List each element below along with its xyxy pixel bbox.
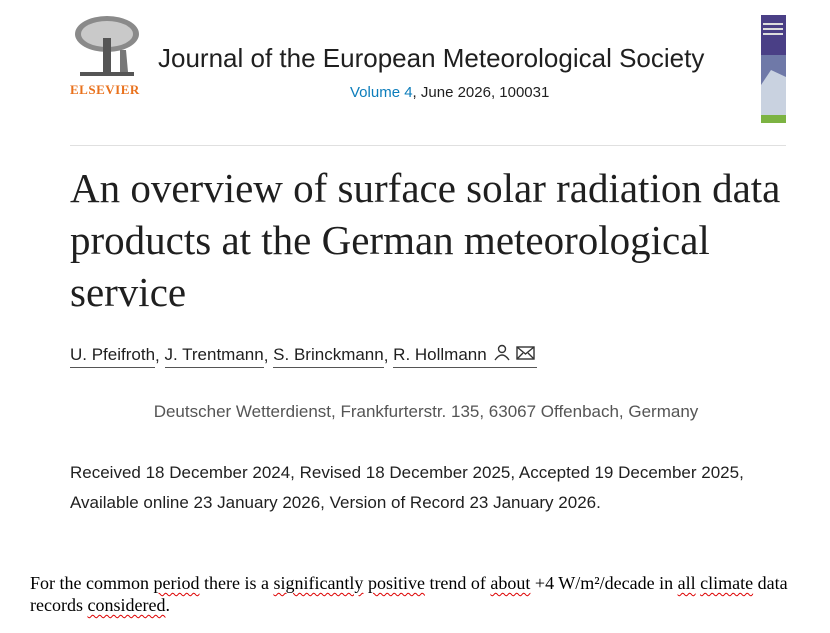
- note-text: data records: [30, 573, 793, 615]
- author[interactable]: U. Pfeifroth: [70, 345, 156, 368]
- issue: , June 2026, 100031: [412, 84, 550, 101]
- misspelled-word: about: [490, 573, 531, 593]
- note-text: trend of: [424, 573, 491, 593]
- divider: [70, 145, 786, 146]
- note-text: For the common: [30, 573, 154, 593]
- author-list: U. Pfeifroth, J. Trentmann, S. Brinckman…: [70, 344, 537, 368]
- issue-line: Volume 4, June 2026, 100031: [350, 84, 549, 101]
- misspelled-word: period: [153, 573, 200, 593]
- misspelled-word: significantly: [273, 573, 364, 593]
- note-text: +4 W/m²/decade in: [530, 573, 678, 593]
- note-text: .: [165, 595, 170, 615]
- author[interactable]: S. Brinckmann: [273, 345, 384, 368]
- affiliation: Deutscher Wetterdienst, Frankfurterstr. …: [153, 402, 699, 421]
- note: For the common period there is a signifi…: [30, 572, 805, 616]
- note-text: there is a: [199, 573, 274, 593]
- publisher: ELSEVIER: [70, 82, 140, 97]
- author-separator: ,: [263, 346, 274, 365]
- misspelled-word: positive: [367, 573, 425, 593]
- author[interactable]: R. Hollmann: [393, 344, 537, 368]
- article-title: An overview of surface solar radiation d…: [70, 165, 781, 315]
- author[interactable]: J. Trentmann: [164, 345, 264, 368]
- author-icons[interactable]: [493, 344, 537, 362]
- misspelled-word: climate: [700, 573, 754, 593]
- misspelled-word: all: [677, 573, 696, 593]
- journal-title[interactable]: Journal of the European Meteorological S…: [158, 43, 705, 73]
- publisher-logo: [70, 14, 144, 80]
- misspelled-word: considered: [87, 595, 166, 615]
- journal-cover[interactable]: [761, 15, 786, 123]
- author-separator: ,: [383, 346, 394, 365]
- article-dates: Received 18 December 2024, Revised 18 De…: [70, 463, 744, 512]
- volume-link[interactable]: Volume 4: [350, 84, 413, 101]
- author-separator: ,: [155, 346, 165, 365]
